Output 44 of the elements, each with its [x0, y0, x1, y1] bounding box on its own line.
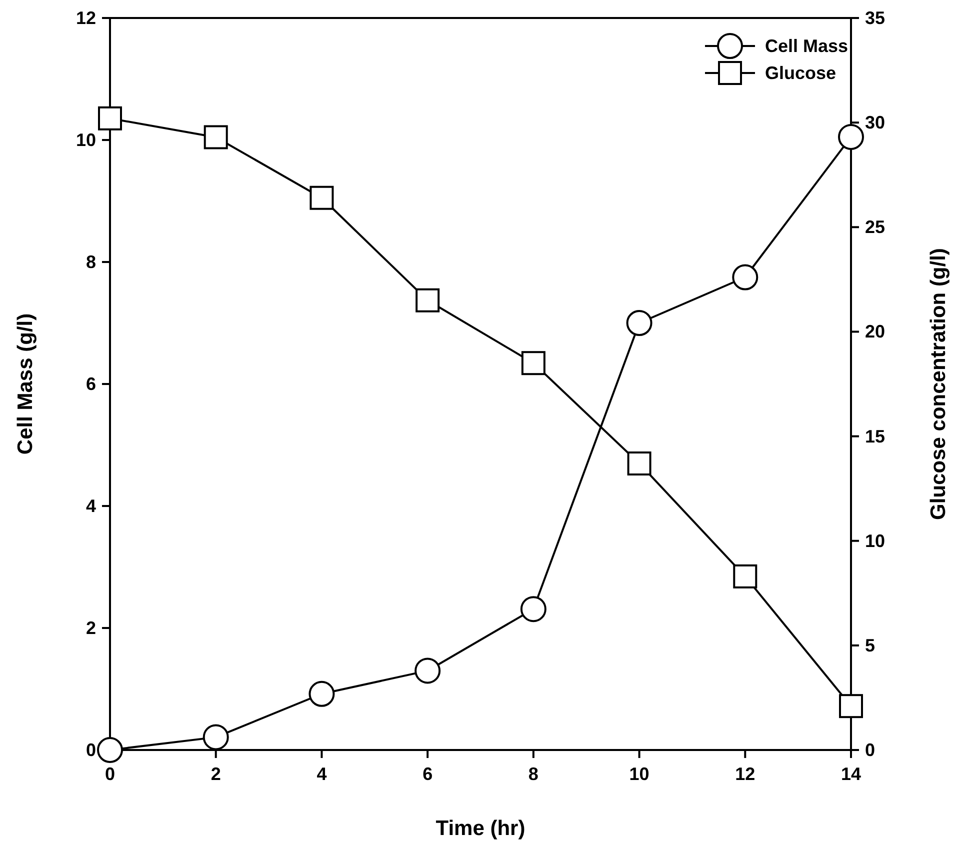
- point: [204, 125, 228, 150]
- y2-tick-label: 0: [865, 740, 876, 760]
- point: [98, 106, 122, 130]
- point: [732, 264, 758, 290]
- x-axis-title: Time (hr): [436, 817, 526, 840]
- legend-label: Cell Mass: [765, 36, 848, 56]
- point: [520, 596, 546, 622]
- y2-tick-label: 35: [865, 8, 886, 28]
- y-tick-label: 0: [86, 740, 96, 760]
- y-tick-label: 4: [86, 496, 96, 516]
- point: [839, 694, 863, 718]
- y-axis-title: Cell Mass (g/l): [14, 313, 37, 455]
- y2-tick-label: 15: [865, 426, 886, 446]
- point: [838, 124, 864, 150]
- x-tick-label: 4: [316, 764, 327, 784]
- y2-tick-label: 10: [865, 530, 886, 551]
- x-tick-label: 8: [528, 764, 538, 784]
- point: [521, 351, 546, 376]
- x-tick-label: 12: [735, 764, 756, 784]
- y2-tick-label: 5: [865, 635, 876, 656]
- y-tick-label: 12: [76, 8, 96, 28]
- x-tick-label: 14: [840, 764, 862, 784]
- y-tick-label: 2: [86, 618, 96, 638]
- y2-tick-label: 20: [865, 322, 886, 342]
- point: [733, 564, 758, 588]
- y-tick-label: 10: [76, 130, 96, 150]
- point: [310, 186, 334, 210]
- point: [202, 724, 229, 750]
- x-tick-label: 6: [422, 764, 433, 784]
- point: [627, 451, 652, 476]
- x-tick-label: 0: [104, 764, 116, 784]
- x-tick-label: 2: [210, 764, 221, 784]
- point: [414, 658, 441, 684]
- legend-label: Glucose: [765, 63, 836, 83]
- y-tick-label: 6: [86, 374, 96, 394]
- point: [416, 288, 440, 312]
- point: [308, 680, 335, 707]
- y2-tick-label: 25: [865, 217, 886, 238]
- point: [97, 737, 123, 763]
- point: [626, 310, 652, 336]
- x-tick-label: 10: [629, 764, 650, 784]
- y2-axis-title: Glucose concentration (g/l): [927, 248, 950, 520]
- y-tick-label: 8: [86, 252, 96, 272]
- y2-tick-label: 30: [865, 112, 886, 133]
